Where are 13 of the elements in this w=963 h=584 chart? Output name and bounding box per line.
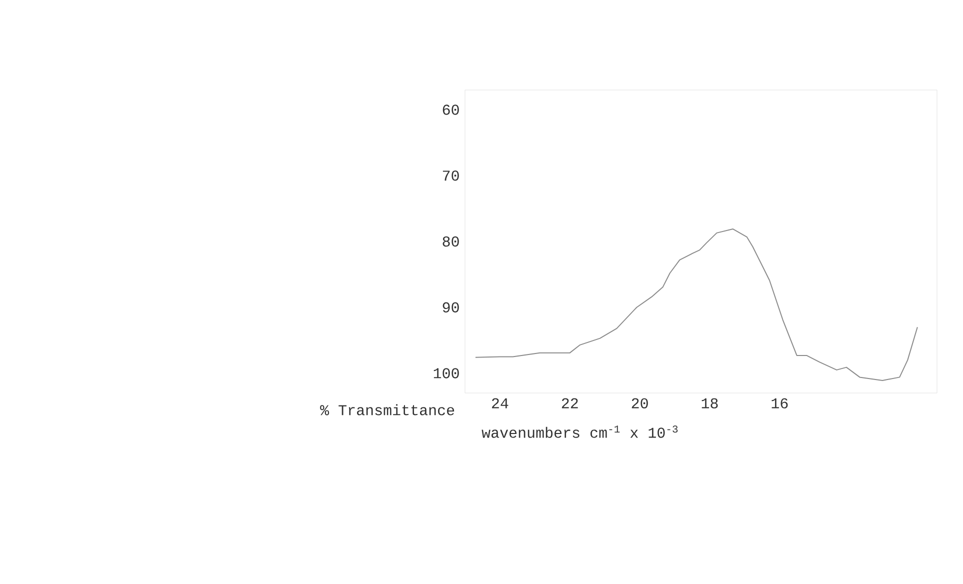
y-tick-label: 60 [442,104,459,115]
x-tick-label: 24 [492,398,508,408]
y-tick-label: 70 [442,170,459,181]
x-axis-title: wavenumbers cm$^{-1}$ x 10$^{-3}$ [482,425,678,438]
x-tick-label: 18 [702,398,718,408]
x-tick-label: 16 [772,398,788,408]
y-axis-title: % Transmittance [320,404,454,416]
x-tick-label: 20 [632,398,648,408]
line-series [474,228,918,381]
y-tick-label: 100 [434,368,459,378]
x-tick-label: 22 [562,398,578,408]
y-tick-label: 90 [442,302,459,312]
y-tick-label: 80 [442,236,459,247]
